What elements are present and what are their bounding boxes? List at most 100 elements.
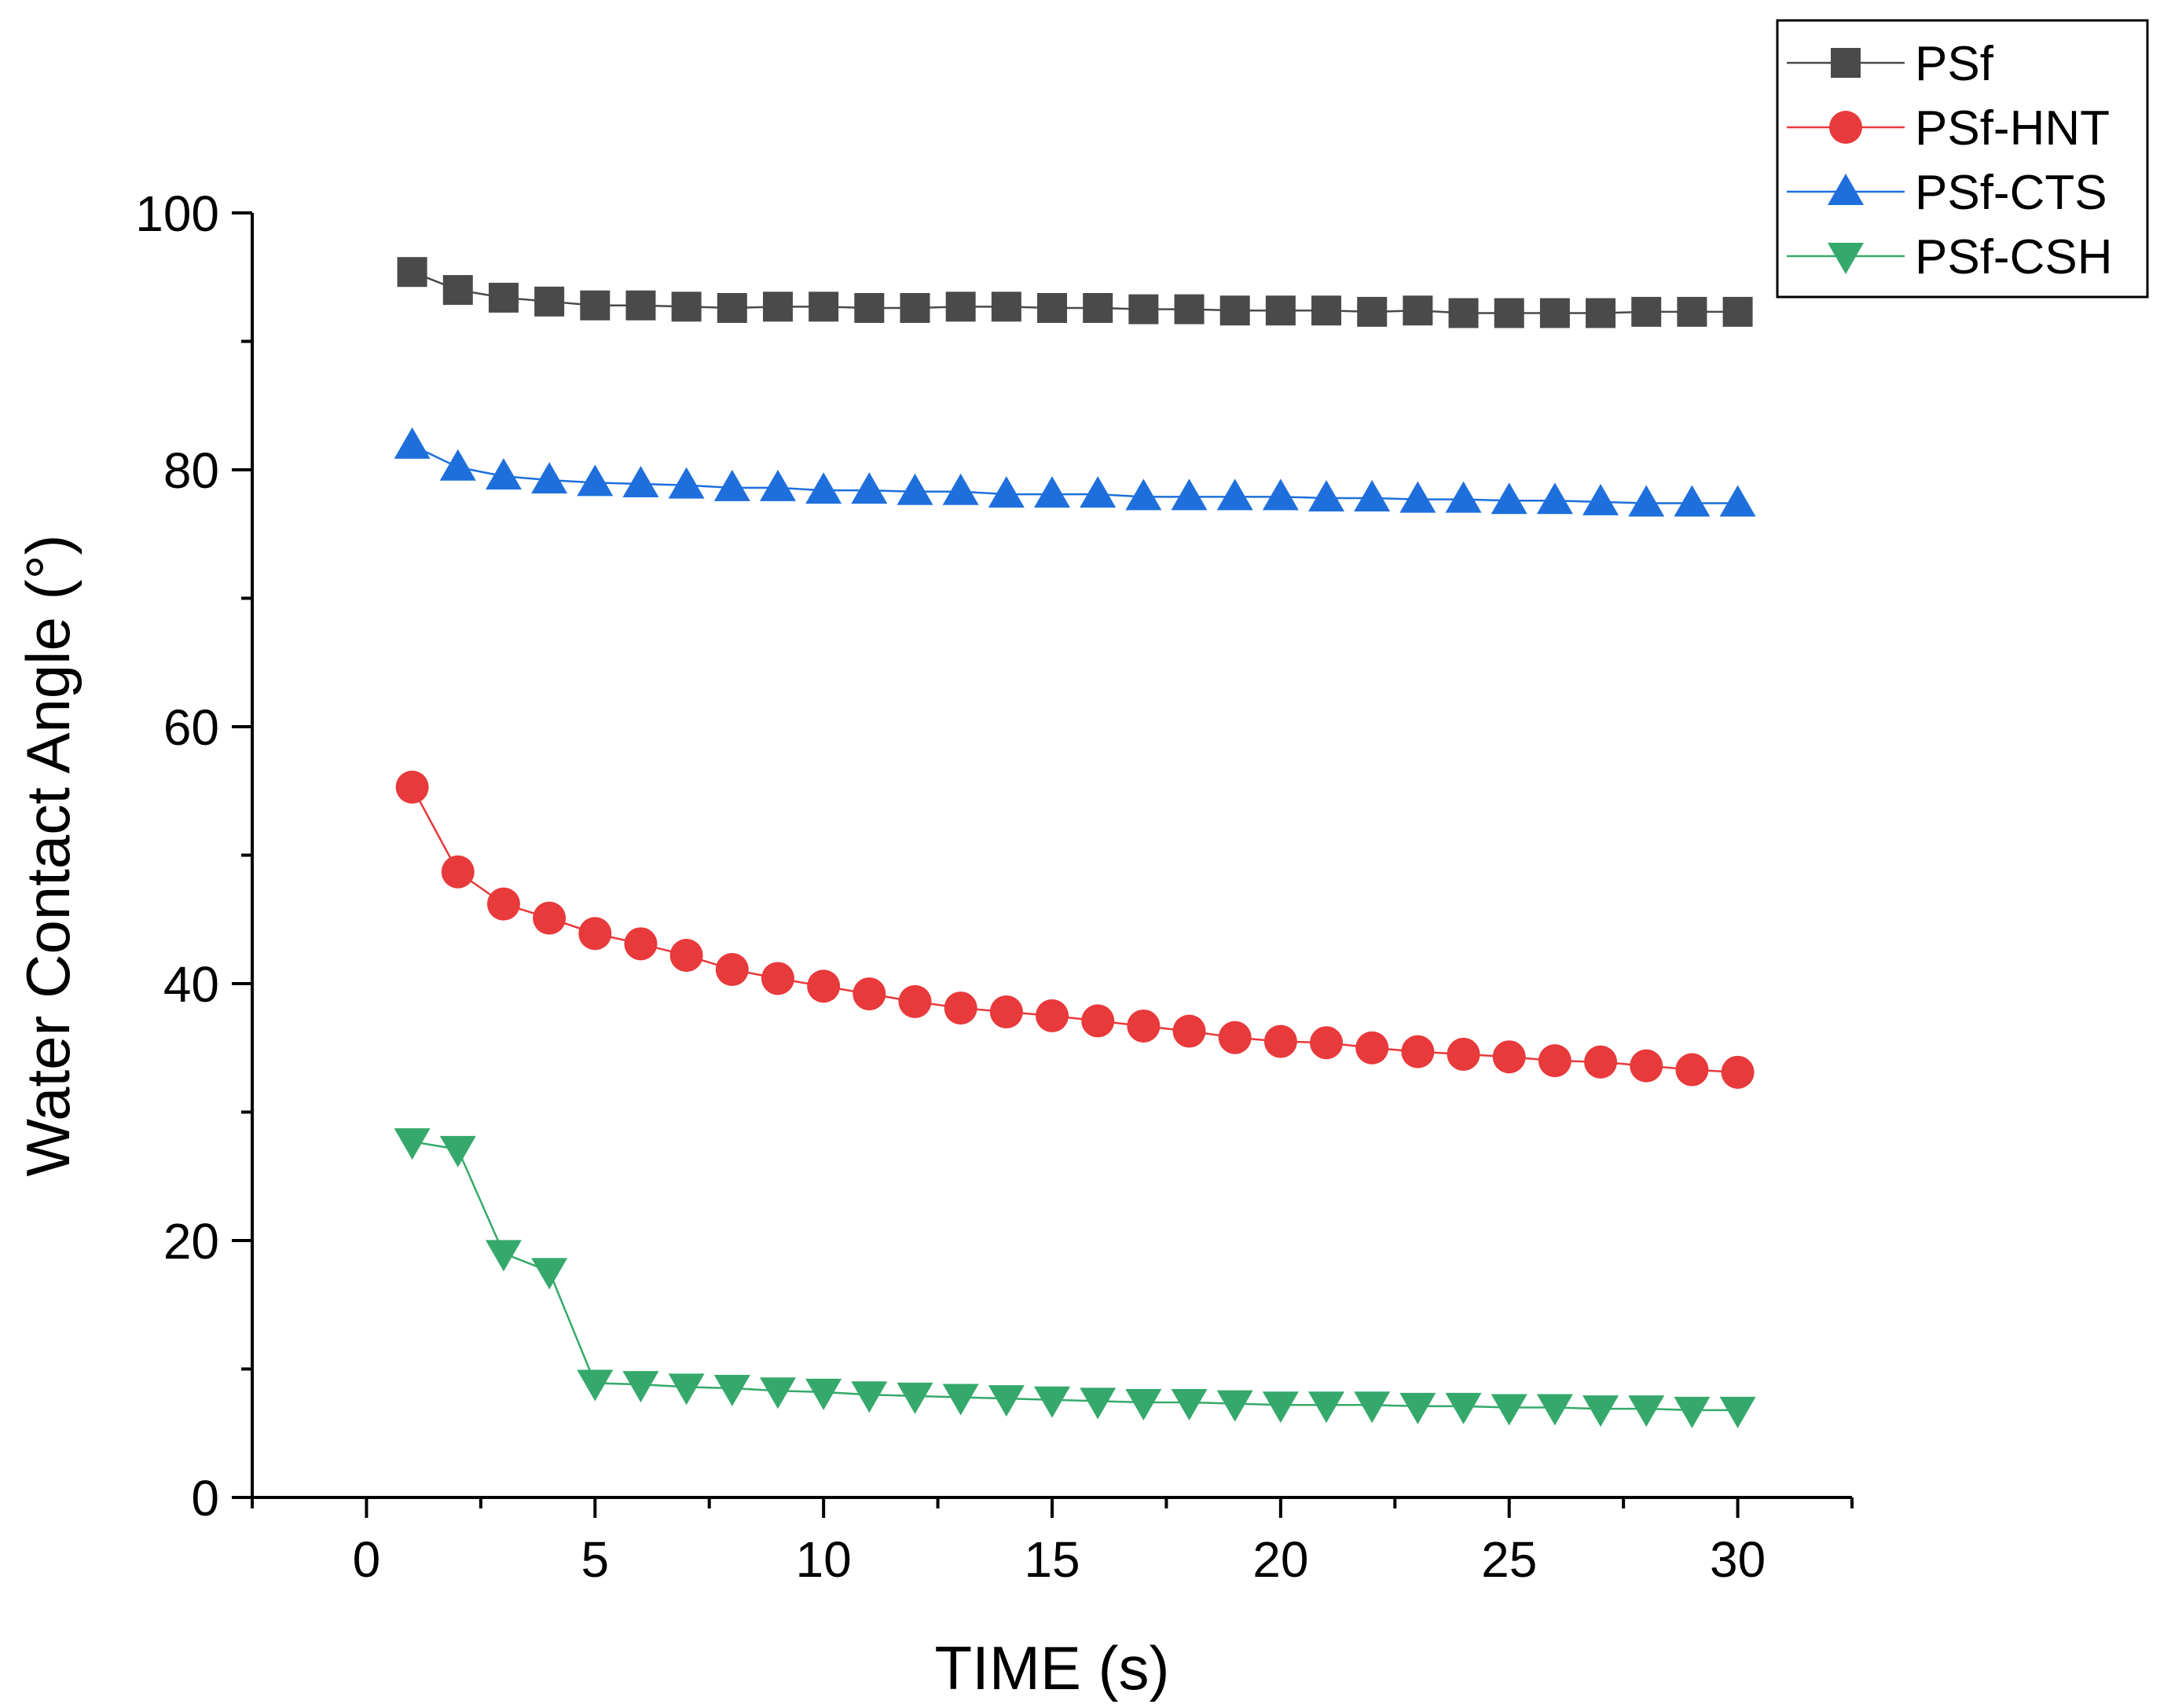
- data-point-psf-cts: [1445, 481, 1482, 513]
- data-point-psf-cts: [394, 427, 431, 459]
- data-point-psf-hnt: [1675, 1053, 1709, 1087]
- plot-axes: 0 5 10 15 20 25 30 0 20 40 60 80 100: [135, 185, 1854, 1588]
- data-point-psf-cts: [1491, 482, 1527, 515]
- series-psf: [397, 257, 1753, 328]
- data-point-psf-hnt: [898, 984, 932, 1018]
- data-point-psf-hnt: [1263, 1024, 1297, 1058]
- data-point-psf-csh: [1308, 1391, 1345, 1424]
- x-tick-label: 20: [1252, 1531, 1308, 1588]
- data-point-psf-hnt: [486, 887, 520, 921]
- data-point-psf-csh: [577, 1369, 614, 1402]
- legend-label-psf-csh: PSf-CSH: [1915, 230, 2112, 284]
- data-point-psf-cts: [577, 464, 614, 497]
- data-point-psf: [1448, 298, 1479, 328]
- x-tick-label: 5: [581, 1531, 609, 1588]
- data-point-psf-hnt: [441, 855, 475, 889]
- data-point-psf-cts: [439, 449, 476, 481]
- data-point-psf: [1494, 298, 1524, 328]
- data-point-psf-cts: [1034, 476, 1070, 508]
- data-point-psf-csh: [531, 1258, 568, 1290]
- data-point-psf: [1128, 294, 1159, 324]
- data-point-psf-csh: [1491, 1394, 1527, 1426]
- data-point-psf-hnt: [807, 969, 841, 1003]
- legend-marker-psf-csh: [1828, 243, 1864, 274]
- data-point-psf-cts: [1674, 485, 1711, 517]
- series-line-psf: [412, 271, 1738, 314]
- data-point-psf-csh: [439, 1135, 476, 1167]
- data-point-psf-hnt: [1447, 1037, 1480, 1071]
- data-point-psf-cts: [942, 473, 979, 505]
- data-point-psf: [809, 291, 839, 322]
- data-point-psf-cts: [1582, 483, 1619, 515]
- data-point-psf-hnt: [1721, 1055, 1755, 1089]
- data-point-psf-csh: [805, 1378, 842, 1410]
- data-point-psf-csh: [1262, 1391, 1299, 1424]
- data-point-psf: [1631, 296, 1662, 327]
- data-point-psf: [397, 257, 427, 288]
- data-point-psf-csh: [988, 1385, 1025, 1417]
- data-point-psf-hnt: [761, 962, 794, 995]
- data-point-psf-cts: [713, 469, 750, 501]
- data-point-psf: [1174, 294, 1205, 324]
- legend-marker-psf-cts: [1828, 174, 1864, 205]
- data-point-psf: [671, 291, 702, 322]
- data-point-psf-cts: [1399, 481, 1436, 513]
- x-tick-label: 25: [1481, 1531, 1537, 1588]
- x-axis-title: TIME (s): [935, 1633, 1170, 1703]
- data-point-psf-csh: [1216, 1390, 1253, 1422]
- data-point-psf-csh: [942, 1384, 979, 1416]
- data-point-psf: [1265, 295, 1296, 326]
- data-point-psf-cts: [485, 458, 522, 490]
- data-point-psf-hnt: [1401, 1035, 1435, 1068]
- data-point-psf-cts: [1719, 485, 1756, 517]
- data-point-psf-cts: [1536, 482, 1573, 515]
- data-point-psf-csh: [1719, 1396, 1756, 1428]
- data-point-psf: [1677, 296, 1707, 327]
- data-point-psf-csh: [897, 1382, 933, 1414]
- data-point-psf-hnt: [1584, 1045, 1618, 1079]
- data-point-psf-hnt: [1310, 1026, 1344, 1060]
- data-point-psf: [717, 292, 747, 323]
- data-point-psf-csh: [1171, 1389, 1208, 1421]
- y-axis-title: Water Contact Angle (°): [13, 534, 83, 1176]
- data-point-psf-hnt: [944, 991, 977, 1025]
- data-point-psf-hnt: [715, 953, 749, 987]
- series-psf-hnt: [395, 770, 1755, 1089]
- data-point-psf: [945, 291, 976, 322]
- legend-marker-psf-hnt: [1829, 111, 1862, 144]
- data-point-psf-hnt: [1492, 1040, 1526, 1074]
- data-point-psf-csh: [759, 1377, 796, 1409]
- data-point-psf-cts: [988, 476, 1025, 508]
- series-psf-cts: [394, 427, 1756, 517]
- y-tick-label: 40: [163, 956, 219, 1013]
- data-point-psf-cts: [1080, 476, 1117, 508]
- data-point-psf-cts: [759, 469, 796, 501]
- data-point-psf: [1539, 298, 1570, 328]
- data-point-psf-hnt: [1355, 1031, 1389, 1065]
- data-point-psf-hnt: [1127, 1009, 1161, 1043]
- data-point-psf-hnt: [1630, 1049, 1663, 1083]
- data-point-psf: [900, 292, 930, 323]
- data-point-psf: [488, 282, 519, 313]
- legend-label-psf-cts: PSf-CTS: [1915, 166, 2107, 220]
- data-point-psf-csh: [1674, 1396, 1711, 1428]
- legend-label-psf: PSf: [1915, 37, 1994, 91]
- data-point-psf-hnt: [624, 927, 658, 961]
- data-point-psf: [1403, 295, 1433, 326]
- data-point-psf-cts: [668, 467, 705, 499]
- data-point-psf-csh: [1354, 1391, 1391, 1424]
- data-point-psf-hnt: [669, 939, 703, 973]
- data-point-psf-cts: [1216, 478, 1253, 511]
- data-point-psf-csh: [1536, 1394, 1573, 1426]
- y-tick-label: 0: [191, 1470, 219, 1527]
- data-point-psf: [580, 290, 611, 321]
- data-point-psf: [1586, 298, 1616, 328]
- data-point-psf: [1357, 296, 1388, 327]
- data-point-psf-cts: [805, 472, 842, 504]
- series-psf-csh: [394, 1128, 1756, 1428]
- data-point-psf: [762, 291, 793, 322]
- y-tick-label: 20: [163, 1213, 219, 1270]
- data-point-psf-cts: [1262, 478, 1299, 511]
- data-point-psf: [1037, 292, 1067, 323]
